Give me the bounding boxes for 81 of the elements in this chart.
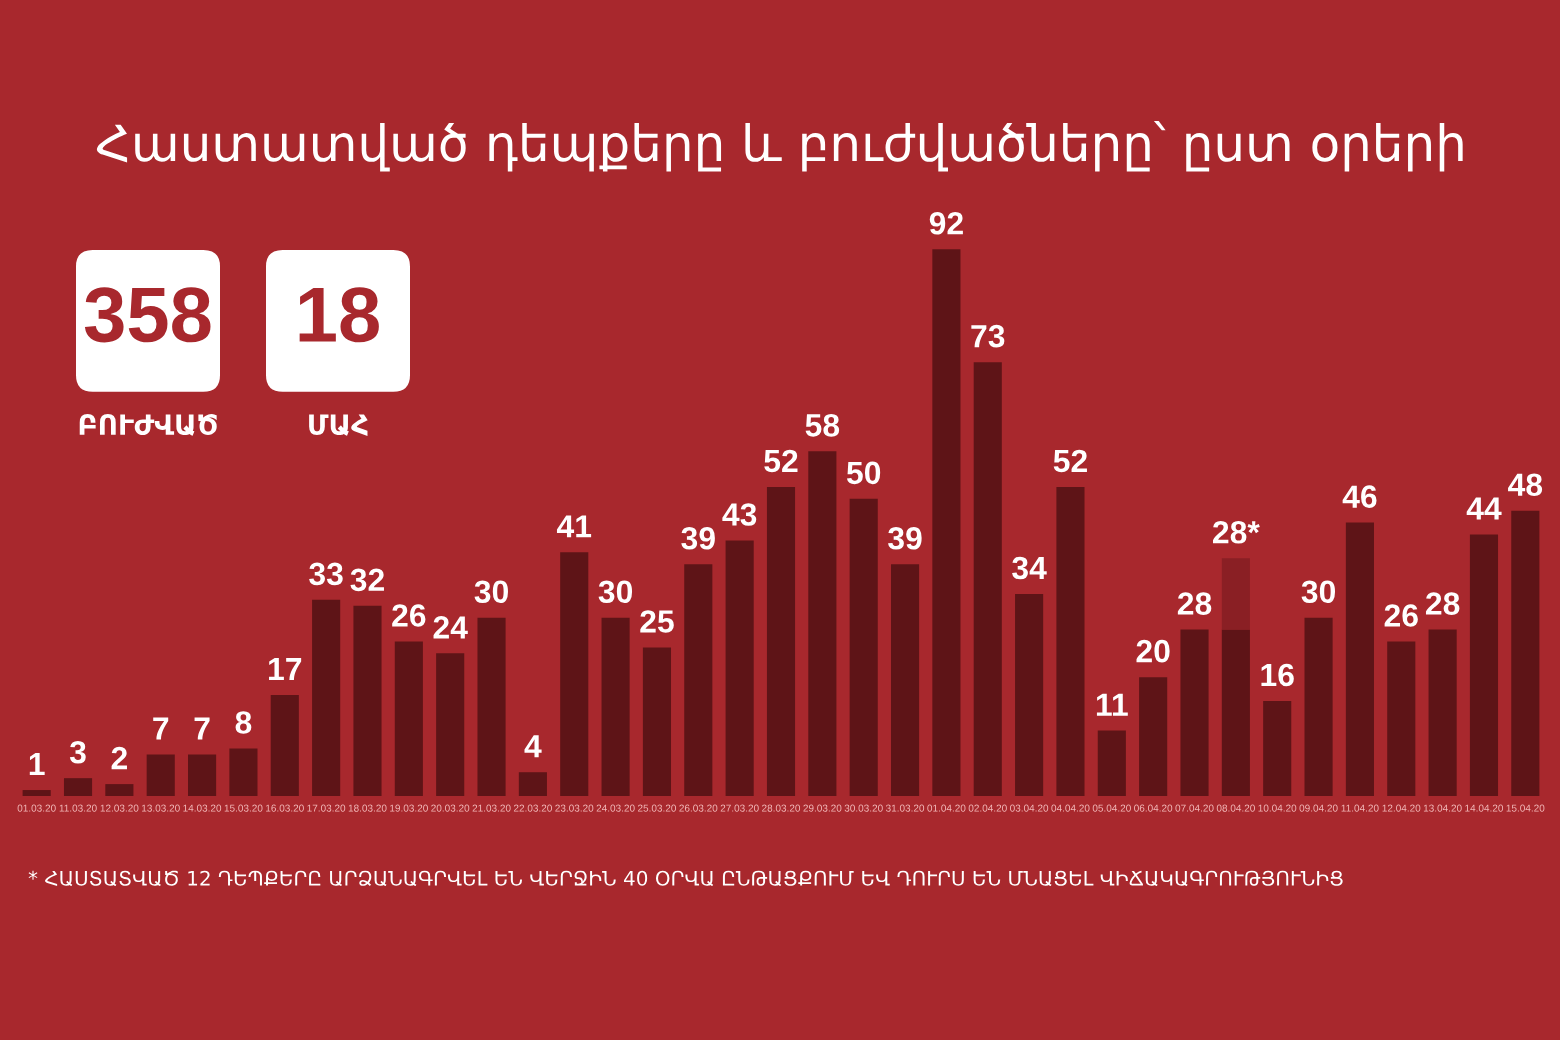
bar xyxy=(766,486,796,796)
bar xyxy=(1056,486,1085,796)
data-label: 43 xyxy=(722,503,757,526)
data-label: 3 xyxy=(69,740,86,764)
data-label: 41 xyxy=(556,515,592,538)
bar xyxy=(1139,677,1168,796)
data-label: 52 xyxy=(764,449,798,473)
data-label: 26 xyxy=(392,604,426,627)
text: * ՀԱՍՏԱՏՎԱԾ 12 ԴԵՊՔԵՐԸ ԱՐՁԱՆԱԳՐՎԵԼ ԵՆ ՎԵՐՋԻՆ 40 ՕՐՎԱ ԸՆԹԱՑՔՈՒՄ ԵՎ ԴՈՒՐՍ ԵՆ ՄՆԱՑԵԼ ՎԻՃԱԿԱԳՐՈՒԹՅՈՒՆԻՑ xyxy=(28,870,1343,887)
data-label: 28 xyxy=(1177,592,1212,615)
data-label: 8 xyxy=(235,711,252,734)
data-label: 26 xyxy=(1384,604,1418,627)
data-label: 20 xyxy=(1136,639,1170,663)
bar xyxy=(1015,593,1044,796)
data-label: 28* xyxy=(1212,521,1260,544)
bar xyxy=(890,564,920,796)
data-label: 33 xyxy=(309,562,343,586)
data-label: 1 xyxy=(29,753,45,776)
data-label: 32 xyxy=(350,568,384,592)
bar xyxy=(1304,617,1333,796)
bar xyxy=(642,647,672,796)
data-label: 17 xyxy=(269,658,302,680)
bar xyxy=(1387,641,1416,796)
data-label: 39 xyxy=(681,526,715,550)
data-label: 46 xyxy=(1342,485,1377,508)
bar xyxy=(477,617,506,796)
bar xyxy=(188,754,217,796)
bar xyxy=(270,694,299,796)
data-label: 18 xyxy=(299,287,379,343)
category-label: ՄԱՀ xyxy=(309,414,368,436)
data-label: 39 xyxy=(888,526,922,550)
data-label: 73 xyxy=(971,324,1005,348)
bar xyxy=(312,599,341,796)
bar xyxy=(808,451,837,796)
data-label: 48 xyxy=(1508,473,1543,497)
bar xyxy=(1221,629,1250,796)
bar xyxy=(684,564,713,796)
data-label: 44 xyxy=(1466,497,1502,520)
data-label: 4 xyxy=(524,735,542,758)
data-label: 11 xyxy=(1096,693,1128,716)
bar xyxy=(1511,510,1540,796)
bar xyxy=(1263,700,1292,796)
bar xyxy=(601,617,630,796)
bar xyxy=(22,790,51,796)
data-label: 7 xyxy=(153,717,169,740)
bar xyxy=(146,754,175,796)
data-label: 50 xyxy=(846,461,881,485)
chart-title: Հաստատված դեպքերը և բուժվածները՝ ըստ օրերի xyxy=(96,121,1463,172)
data-label: 358 xyxy=(84,287,211,343)
bar xyxy=(63,778,93,796)
bar xyxy=(105,784,134,796)
bar xyxy=(353,605,382,796)
bar xyxy=(394,641,423,796)
data-label: 2 xyxy=(111,746,127,770)
data-label: 30 xyxy=(474,580,508,604)
data-label: 34 xyxy=(1012,556,1047,580)
bar xyxy=(932,249,961,796)
bar xyxy=(1428,629,1457,796)
bar xyxy=(849,498,878,796)
bar xyxy=(229,748,258,796)
bar xyxy=(436,653,465,796)
bar xyxy=(518,772,547,796)
data-label: 30 xyxy=(598,580,633,604)
data-label: 30 xyxy=(1301,580,1336,604)
bar xyxy=(1221,558,1250,630)
bar xyxy=(725,540,754,796)
data-label: 7 xyxy=(194,717,210,740)
bar xyxy=(1097,730,1126,796)
data-label: 52 xyxy=(1053,449,1087,473)
category-label: ԲՈՒԺՎԱԾ xyxy=(79,414,217,436)
data-label: 28 xyxy=(1425,592,1460,615)
bar xyxy=(973,362,1002,796)
bar xyxy=(1469,534,1499,796)
bar xyxy=(1180,629,1209,796)
data-label: 24 xyxy=(433,616,468,639)
data-label: 58 xyxy=(805,414,840,437)
bar xyxy=(560,552,589,796)
data-label: 16 xyxy=(1261,663,1294,687)
data-label: 25 xyxy=(640,610,674,633)
bar xyxy=(1345,522,1374,796)
data-label: 92 xyxy=(929,211,963,235)
